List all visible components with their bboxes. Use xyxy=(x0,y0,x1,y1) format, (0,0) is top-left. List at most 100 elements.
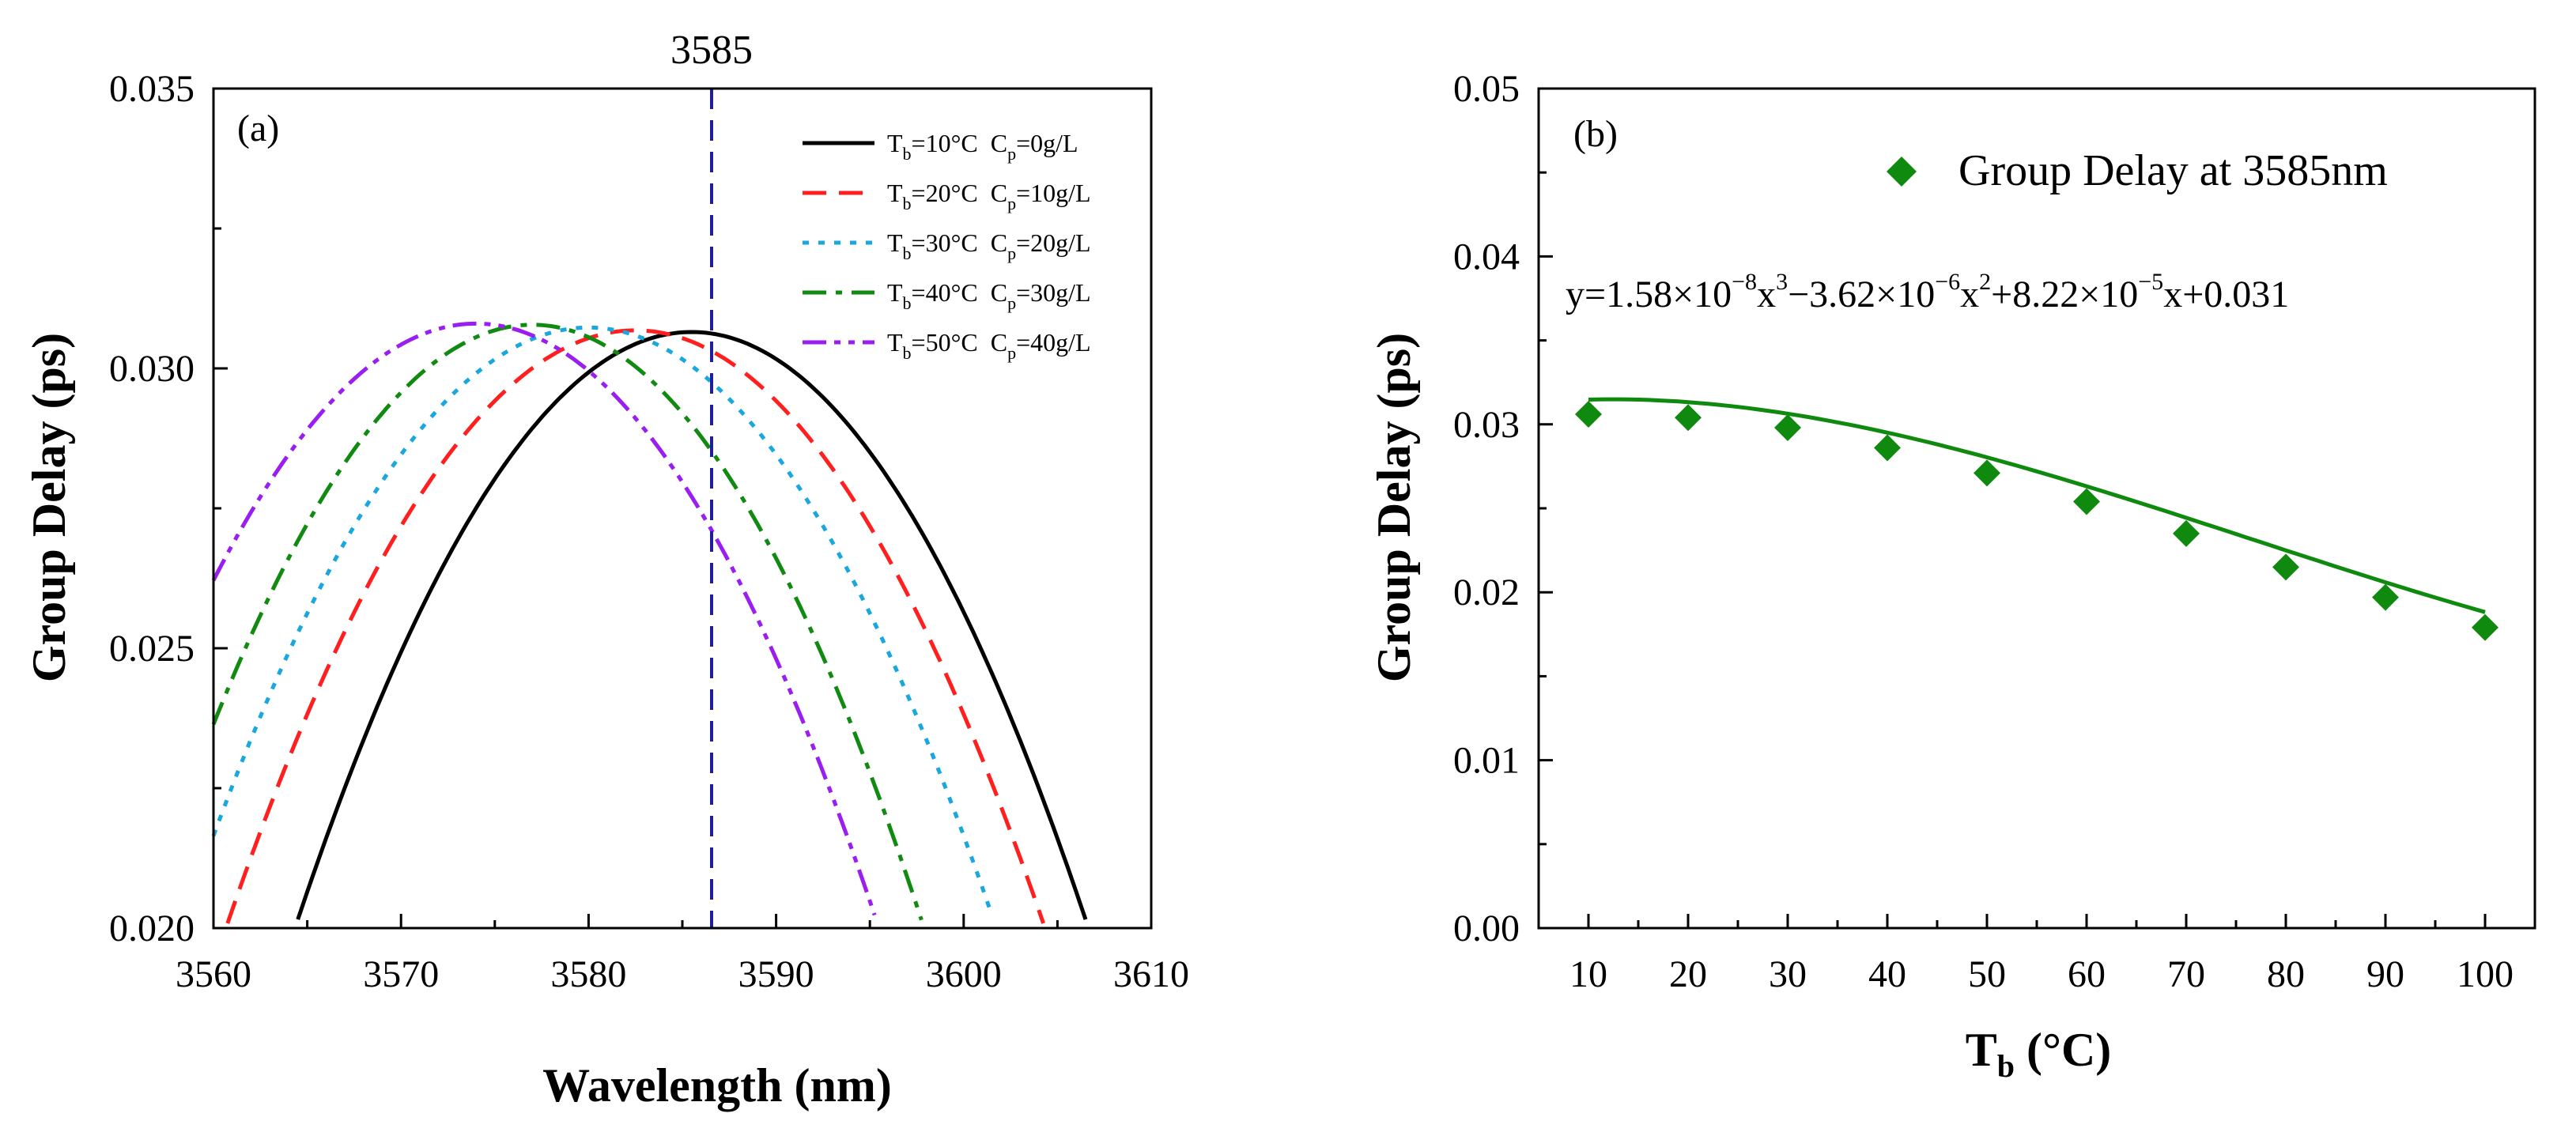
panel-a-series-5 xyxy=(211,321,877,916)
eq-part-4: x xyxy=(1960,274,1979,315)
legend-label-part: T xyxy=(887,328,903,357)
panel-b-legend: Group Delay at 3585nm xyxy=(1887,146,2388,195)
panel-a-y-axis-title: Group Delay (ps) xyxy=(23,333,75,682)
legend-label-part: b xyxy=(903,243,912,263)
legend-label-part: =30°C xyxy=(912,228,978,257)
panel-b-x-tick-label: 30 xyxy=(1769,953,1807,995)
panel-a-series-2 xyxy=(225,328,1045,924)
panel-b-data-point xyxy=(2173,519,2200,547)
panel-a-x-axis-title: Wavelength (nm) xyxy=(542,1059,892,1111)
legend-label-3: Tb=30°C Cp=20g/L xyxy=(887,228,1091,263)
panel-a-x-tick-label: 3560 xyxy=(176,953,251,995)
legend-label-part: C xyxy=(978,129,1007,157)
legend-label-part: C xyxy=(978,228,1007,257)
panel-a: 3560 3570 3580 3590 3600 3610 0.020 0.025 0.030… xyxy=(23,28,1189,1111)
legend-label-part: =10g/L xyxy=(1016,179,1090,207)
panel-b-data-point xyxy=(2073,488,2100,515)
panel-a-x-tick-label: 3580 xyxy=(550,953,626,995)
legend-label-part: b xyxy=(903,144,912,164)
panel-a-x-tick-label: 3600 xyxy=(926,953,1002,995)
panel-b-y-ticks: 0.00 0.01 0.02 0.03 0.04 0.05 xyxy=(1453,68,1553,949)
panel-b-x-axis-title-unit: (°C) xyxy=(2015,1024,2111,1076)
panel-a-reference-label: 3585 xyxy=(670,28,753,73)
panel-b-y-tick-label: 0.05 xyxy=(1453,68,1520,110)
panel-b-y-axis-title: Group Delay (ps) xyxy=(1368,333,1420,682)
panel-b-y-tick-label: 0.03 xyxy=(1453,404,1520,446)
panel-b-x-tick-label: 40 xyxy=(1868,953,1906,995)
panel-b-y-tick-label: 0.00 xyxy=(1453,908,1520,949)
legend-label-part: T xyxy=(887,278,903,307)
legend-label-part: =40g/L xyxy=(1016,328,1090,357)
panel-b-data-point xyxy=(1575,401,1602,428)
legend-label-part: =20g/L xyxy=(1016,228,1090,257)
legend-label-part: C xyxy=(978,278,1007,307)
panel-b-x-ticks: 10 20 30 40 50 60 70 80 90 100 xyxy=(1569,914,2514,995)
panel-b-x-tick-label: 90 xyxy=(2366,953,2404,995)
panel-b-x-tick-label: 10 xyxy=(1569,953,1607,995)
panel-a-plot-frame xyxy=(212,87,1153,930)
panel-b-legend-marker xyxy=(1887,157,1917,187)
panel-b-data-point xyxy=(2272,553,2299,581)
legend-label-part: =20°C xyxy=(912,179,978,207)
legend-label-5: Tb=50°C Cp=40g/L xyxy=(887,328,1091,363)
legend-label-part: =40°C xyxy=(912,278,978,307)
panel-a-y-tick-label: 0.035 xyxy=(109,68,195,110)
panel-a-series-3 xyxy=(211,325,994,916)
panel-b-x-tick-label: 50 xyxy=(1968,953,2006,995)
panel-b-legend-label: Group Delay at 3585nm xyxy=(1958,146,2388,195)
panel-b-fit-equation: y=1.58×10−8x3−3.62×10−6x2+8.22×10−5x+0.0… xyxy=(1566,269,2289,315)
legend-label-part: T xyxy=(887,129,903,157)
eq-part-3: −3.62×10 xyxy=(1788,274,1935,315)
legend-label-4: Tb=40°C Cp=30g/L xyxy=(887,278,1091,313)
panel-b-data-point xyxy=(1774,414,1801,442)
panel-b-label: (b) xyxy=(1573,113,1618,155)
panel-b-y-tick-label: 0.04 xyxy=(1453,236,1520,277)
legend-label-part: =50°C xyxy=(912,328,978,357)
panel-a-x-tick-label: 3590 xyxy=(738,953,814,995)
legend-label-part: p xyxy=(1007,243,1016,263)
panel-b-data-point xyxy=(1874,434,1901,462)
eq-exp-4: 2 xyxy=(1979,269,1991,295)
legend-label-part: C xyxy=(978,328,1007,357)
eq-part-5: +8.22×10 xyxy=(1991,274,2138,315)
panel-b-x-tick-label: 100 xyxy=(2457,953,2514,995)
panel-b-data-point xyxy=(1974,459,2000,487)
panel-b-x-axis-title: Tb (°C) xyxy=(1966,1024,2112,1084)
legend-label-part: T xyxy=(887,228,903,257)
panel-b-plot-frame xyxy=(1537,87,2536,930)
panel-a-y-tick-label: 0.030 xyxy=(109,348,195,390)
panel-a-series-group xyxy=(211,321,1088,924)
panel-a-label: (a) xyxy=(237,108,279,149)
panel-b-data-point xyxy=(1675,404,1702,432)
legend-label-part: T xyxy=(887,179,903,207)
legend-label-part: p xyxy=(1007,343,1016,363)
panel-b-x-tick-label: 20 xyxy=(1669,953,1707,995)
legend-label-part: p xyxy=(1007,194,1016,213)
eq-exp-5: −5 xyxy=(2138,269,2163,295)
panel-a-legend: Tb=10°C Cp=0g/LTb=20°C Cp=10g/LTb=30°C C… xyxy=(803,129,1091,363)
panel-a-x-tick-label: 3610 xyxy=(1113,953,1189,995)
eq-part-2: x xyxy=(1757,274,1776,315)
legend-label-2: Tb=20°C Cp=10g/L xyxy=(887,179,1091,213)
panel-b-x-tick-label: 70 xyxy=(2167,953,2205,995)
legend-label-part: b xyxy=(903,194,912,213)
panel-a-series-4 xyxy=(211,323,924,921)
eq-part-6: x+0.031 xyxy=(2163,274,2289,315)
legend-label-1: Tb=10°C Cp=0g/L xyxy=(887,129,1078,164)
panel-b-data-point xyxy=(2372,583,2399,611)
legend-label-part: =0g/L xyxy=(1016,129,1078,157)
legend-label-part: b xyxy=(903,293,912,313)
legend-label-part: p xyxy=(1007,293,1016,313)
panel-b-x-axis-title-main: T xyxy=(1966,1024,1997,1076)
panel-b-y-tick-label: 0.02 xyxy=(1453,572,1520,613)
panel-b: 10 20 30 40 50 60 70 80 90 100 0.000.010.020.030.… xyxy=(1368,68,2536,1084)
eq-exp-1: −8 xyxy=(1732,269,1757,295)
panel-a-x-tick-label: 3570 xyxy=(363,953,439,995)
panel-a-x-ticks: 3560 3570 3580 3590 3600 3610 xyxy=(176,914,1189,995)
legend-label-part: =30g/L xyxy=(1016,278,1090,307)
eq-part-1: y=1.58×10 xyxy=(1566,274,1732,315)
legend-label-part: C xyxy=(978,179,1007,207)
panel-a-y-tick-label: 0.020 xyxy=(109,908,195,949)
eq-exp-2: 3 xyxy=(1776,269,1788,295)
